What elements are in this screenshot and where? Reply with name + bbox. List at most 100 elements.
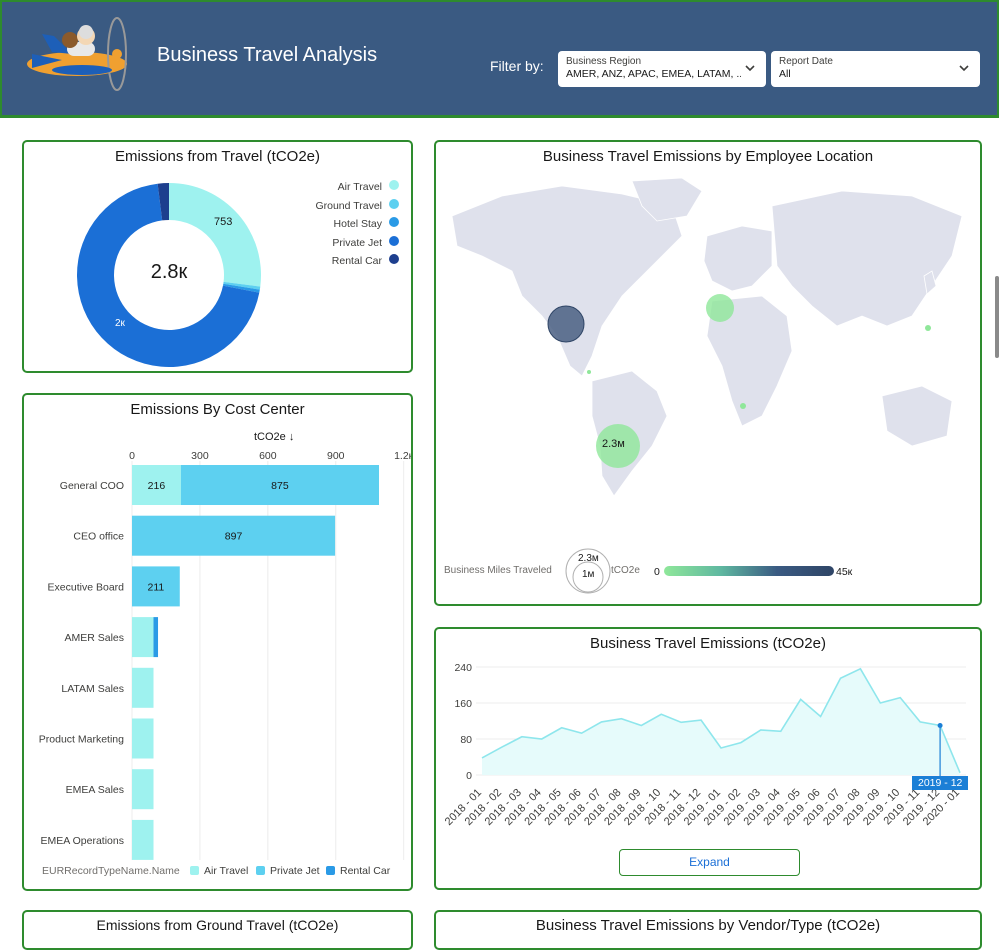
- size-legend-circles: [565, 548, 611, 594]
- legend-label: Rental Car: [340, 865, 391, 877]
- bar-segment[interactable]: [132, 769, 154, 810]
- emissions-travel-card: Emissions from Travel (tCO2e) 2.8к 753 2…: [22, 140, 413, 373]
- axis-tick-label: 600: [259, 450, 277, 462]
- report-date-dropdown[interactable]: Report Date All: [771, 51, 980, 87]
- color-legend-max: 45к: [836, 566, 853, 578]
- legend-label: Ground Travel: [315, 199, 382, 212]
- slice-label-jet: 2к: [115, 318, 125, 329]
- legend-swatch: [389, 235, 399, 246]
- color-legend-label: tCO2e: [611, 565, 640, 576]
- tooltip: 2019 - 12: [912, 776, 969, 790]
- legend-swatch: [190, 866, 199, 875]
- chevron-down-icon: [959, 65, 969, 72]
- bar-segment[interactable]: [180, 465, 379, 505]
- category-label: Executive Board: [48, 581, 125, 593]
- bar-segment[interactable]: [132, 617, 154, 658]
- legend-item[interactable]: Private Jet: [256, 865, 320, 877]
- legend-swatch: [389, 217, 399, 227]
- uk-bubble: [706, 294, 734, 322]
- card-title: Business Travel Emissions by Vendor/Type…: [535, 917, 881, 934]
- donut-slice-rental-car[interactable]: [157, 183, 169, 221]
- airplane-logo-icon: [27, 17, 127, 91]
- cost-center-card: Emissions By Cost Center tCO2e ↓ 0 300 600…: [22, 393, 413, 891]
- page-title: Business Travel Analysis: [157, 44, 378, 66]
- mexico-bubble: [587, 370, 591, 374]
- legend-item[interactable]: Air Travel: [338, 180, 399, 193]
- y-tick-label: 0: [466, 770, 472, 782]
- japan-shape: [923, 270, 937, 295]
- axis-tick-label: 900: [327, 450, 345, 462]
- map-card: Business Travel Emissions by Employee Lo…: [434, 140, 982, 606]
- bar-segment[interactable]: [132, 566, 180, 607]
- y-tick-label: 160: [454, 698, 472, 710]
- category-label: AMER Sales: [64, 632, 124, 644]
- bar-segment[interactable]: [132, 465, 181, 505]
- legend-label: Hotel Stay: [333, 218, 382, 230]
- legend-item[interactable]: Rental Car: [326, 865, 390, 877]
- japan-bubble: [925, 325, 931, 331]
- bar-segment[interactable]: [153, 617, 159, 658]
- usa-bubble: [547, 305, 585, 343]
- dashboard-header: Business Travel Analysis Filter by: Busi…: [0, 0, 999, 118]
- dropdown-label: Report Date: [779, 56, 833, 67]
- ground-travel-card: Emissions from Ground Travel (tCO2e): [22, 910, 413, 950]
- legend-item[interactable]: Private Jet: [332, 235, 399, 249]
- legend-item[interactable]: Rental Car: [332, 254, 399, 267]
- trend-card: Business Travel Emissions (tCO2e) 0 80 160…: [434, 627, 982, 890]
- world-map[interactable]: [442, 176, 976, 516]
- expand-button[interactable]: Expand: [619, 849, 800, 876]
- donut-slice-private-jet[interactable]: [77, 183, 260, 367]
- dimension-label: EURRecordTypeName.Name: [42, 865, 180, 877]
- africa-shape: [706, 295, 793, 427]
- legend-swatch: [326, 866, 335, 875]
- legend-swatch: [389, 180, 399, 190]
- donut-slice-air-travel[interactable]: [169, 183, 261, 287]
- bar-segment[interactable]: [132, 667, 154, 708]
- legend-label: Air Travel: [204, 865, 249, 877]
- legend-label: Air Travel: [337, 181, 382, 193]
- donut-slice-ground-travel[interactable]: [223, 281, 261, 290]
- legend-swatch: [256, 866, 265, 875]
- axis-tick-label: 1.2к: [394, 450, 411, 462]
- card-title: Business Travel Emissions (tCO2e): [590, 635, 826, 652]
- europe-shape: [703, 225, 773, 292]
- bar-segment[interactable]: [132, 819, 154, 860]
- card-title: Business Travel Emissions by Employee Lo…: [542, 148, 874, 165]
- dropdown-value: AMER, ANZ, APAC, EMEA, LATAM, ...: [566, 68, 741, 80]
- bar-data-label: 897: [225, 531, 243, 543]
- category-label: LATAM Sales: [61, 683, 124, 695]
- page-scrollbar[interactable]: [995, 276, 999, 358]
- category-label: EMEA Sales: [66, 784, 124, 796]
- chevron-down-icon: [745, 65, 755, 72]
- size-legend-label: Business Miles Traveled: [444, 565, 552, 576]
- area-fill: [482, 668, 960, 775]
- measure-label[interactable]: tCO2e ↓: [254, 431, 295, 443]
- axis-tick-label: 300: [191, 450, 209, 462]
- donut-center-value: 2.8к: [150, 261, 188, 283]
- axis-tick-label: 0: [129, 450, 135, 462]
- bar-segment[interactable]: [132, 515, 336, 556]
- legend-item[interactable]: Air Travel: [190, 865, 248, 877]
- donut-slice-hotel-stay[interactable]: [222, 283, 260, 293]
- dropdown-label: Business Region: [566, 56, 642, 67]
- category-label: General COO: [60, 480, 124, 492]
- australia-shape: [881, 385, 953, 447]
- color-legend-min: 0: [654, 566, 660, 578]
- africa-bubble: [740, 403, 746, 409]
- card-title: Emissions from Ground Travel (tCO2e): [96, 917, 339, 933]
- size-legend-min: 1м: [582, 569, 595, 580]
- legend-item[interactable]: Hotel Stay: [334, 217, 399, 230]
- category-label: CEO office: [73, 531, 124, 543]
- legend-swatch: [389, 254, 399, 264]
- asia-shape: [771, 190, 963, 327]
- brazil-bubble-label: 2.3м: [602, 438, 625, 450]
- greenland-shape: [631, 177, 703, 222]
- legend-item[interactable]: Ground Travel: [315, 198, 399, 212]
- bar-segment[interactable]: [132, 718, 154, 759]
- brazil-bubble: [596, 424, 640, 468]
- category-label: EMEA Operations: [41, 835, 124, 847]
- legend-swatch: [389, 198, 399, 209]
- legend-label: Private Jet: [332, 236, 382, 249]
- business-region-dropdown[interactable]: Business Region AMER, ANZ, APAC, EMEA, L…: [558, 51, 766, 87]
